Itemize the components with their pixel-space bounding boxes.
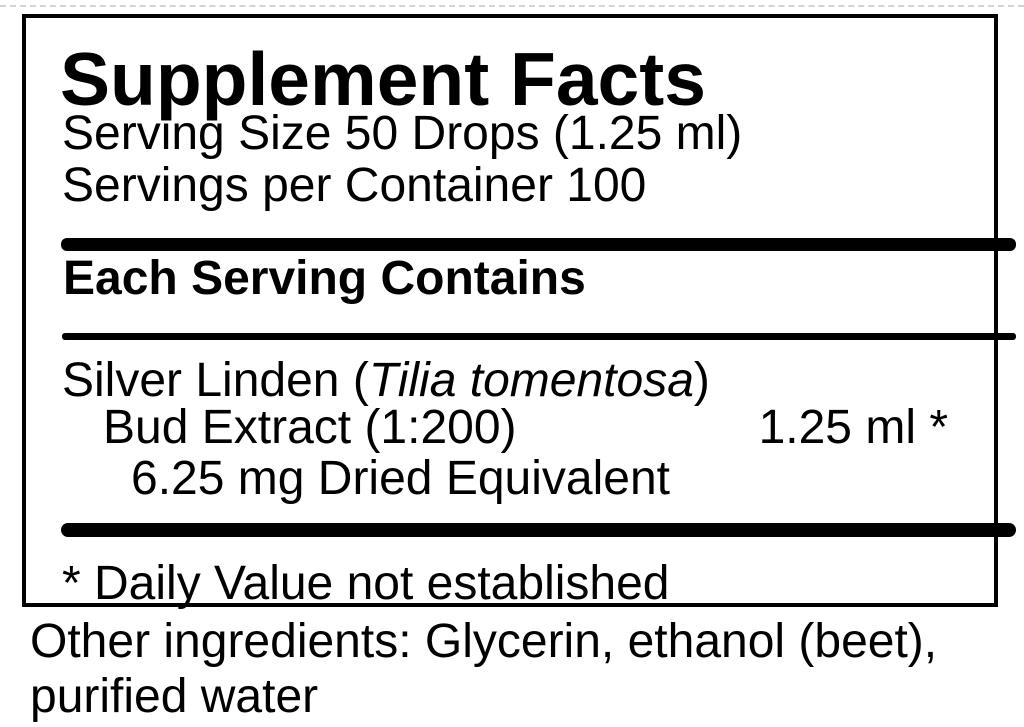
ingredient-amount-value: 1.25 ml * [758, 401, 948, 454]
ingredient-name-suffix: ) [693, 354, 710, 407]
label-cut-line [0, 5, 1024, 7]
ingredient-name-prefix: Silver Linden ( [62, 354, 369, 407]
each-serving-contains-header: Each Serving Contains [63, 252, 586, 305]
ingredient-name-line: Silver Linden (Tilia tomentosa) [62, 357, 710, 405]
ingredient-latin-name: Tilia tomentosa [368, 354, 694, 407]
ingredient-extract-line: Bud Extract (1:200) [103, 401, 517, 454]
ingredient-dried-equivalent-line: 6.25 mg Dried Equivalent [131, 452, 670, 505]
servings-per-container-text: Servings per Container 100 [62, 159, 647, 212]
supplement-facts-panel: Supplement Facts Serving Size 50 Drops (… [22, 14, 1016, 610]
thick-divider-bottom [61, 523, 1016, 537]
thick-divider-top [61, 238, 1016, 251]
daily-value-footnote: * Daily Value not established [62, 557, 670, 610]
supplement-facts-title: Supplement Facts [60, 37, 706, 121]
thin-divider [62, 333, 1016, 340]
other-ingredients-text: Other ingredients: Glycerin, ethanol (be… [30, 615, 938, 723]
serving-size-text: Serving Size 50 Drops (1.25 ml) [62, 107, 743, 160]
